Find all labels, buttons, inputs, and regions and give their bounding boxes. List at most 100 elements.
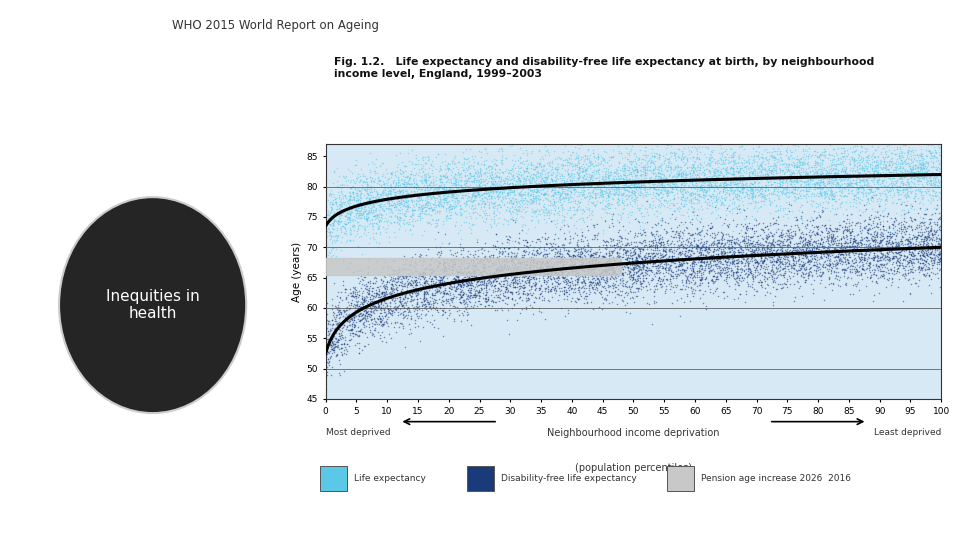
Point <box>556 221 571 230</box>
Point <box>925 195 941 204</box>
Point <box>378 172 394 181</box>
Point <box>607 175 622 184</box>
Point <box>444 204 460 213</box>
Point <box>523 273 539 281</box>
Point <box>669 199 684 208</box>
Point <box>340 199 355 207</box>
Point <box>443 277 458 286</box>
Point <box>703 153 718 161</box>
Point <box>327 302 343 310</box>
Point <box>371 189 386 198</box>
Point <box>903 257 919 266</box>
Point <box>916 167 931 176</box>
Point <box>791 259 806 268</box>
Point <box>445 294 461 303</box>
Point <box>571 265 587 273</box>
Point <box>438 262 453 271</box>
Point <box>732 174 748 183</box>
Point <box>453 246 468 254</box>
Point <box>600 204 615 212</box>
Point <box>348 197 364 206</box>
Point <box>586 249 601 258</box>
Point <box>636 241 652 250</box>
Point <box>538 270 553 279</box>
Point <box>544 177 560 185</box>
Point <box>328 198 344 206</box>
Point <box>786 192 802 200</box>
Point <box>509 273 524 281</box>
Point <box>672 260 687 269</box>
Point <box>535 263 550 272</box>
Point <box>718 276 733 285</box>
Point <box>546 234 562 243</box>
Point <box>473 271 489 279</box>
Point <box>532 268 547 276</box>
Point <box>899 227 914 235</box>
Point <box>449 302 465 311</box>
Point <box>871 189 886 198</box>
Point <box>403 292 419 301</box>
Point <box>710 155 726 164</box>
Point <box>542 197 558 205</box>
Point <box>391 276 406 285</box>
Point <box>729 159 744 168</box>
Point <box>487 192 502 200</box>
Point <box>394 281 409 289</box>
Point <box>662 246 678 255</box>
Point <box>395 282 410 291</box>
Point <box>843 290 858 299</box>
Point <box>786 213 802 221</box>
Point <box>671 166 686 175</box>
Point <box>898 170 913 178</box>
Point <box>798 278 813 286</box>
Point <box>560 248 575 257</box>
Point <box>720 264 735 273</box>
Point <box>797 178 812 186</box>
Point <box>755 197 770 206</box>
Point <box>759 174 775 183</box>
Point <box>463 229 478 238</box>
Point <box>410 181 425 190</box>
Point <box>516 168 532 177</box>
Point <box>531 193 546 202</box>
Point <box>531 218 546 226</box>
Point <box>932 180 948 189</box>
Point <box>466 266 481 275</box>
Point <box>867 243 882 252</box>
Point <box>348 211 363 219</box>
Point <box>446 201 462 210</box>
Point <box>694 249 709 258</box>
Point <box>887 191 902 200</box>
Point <box>562 265 577 273</box>
Point <box>865 236 880 245</box>
Point <box>652 180 667 189</box>
Point <box>731 248 746 256</box>
Point <box>684 173 699 182</box>
Point <box>702 242 717 251</box>
Point <box>636 228 652 237</box>
Point <box>431 167 446 176</box>
Point <box>476 188 492 197</box>
Point <box>717 153 732 161</box>
Point <box>901 245 917 254</box>
Point <box>684 246 699 254</box>
Point <box>784 262 800 271</box>
Point <box>697 274 712 283</box>
Point <box>685 276 701 285</box>
Point <box>678 266 693 275</box>
Point <box>569 168 585 177</box>
Point <box>660 189 676 198</box>
Point <box>383 306 398 314</box>
Point <box>895 264 910 273</box>
Point <box>543 286 559 295</box>
Point <box>781 259 797 267</box>
Point <box>684 173 699 182</box>
Point <box>828 225 844 233</box>
Point <box>582 189 597 198</box>
Point <box>504 195 519 204</box>
Point <box>680 228 695 237</box>
Point <box>351 198 367 207</box>
Point <box>409 160 424 168</box>
Point <box>605 218 620 227</box>
Point <box>478 189 493 198</box>
